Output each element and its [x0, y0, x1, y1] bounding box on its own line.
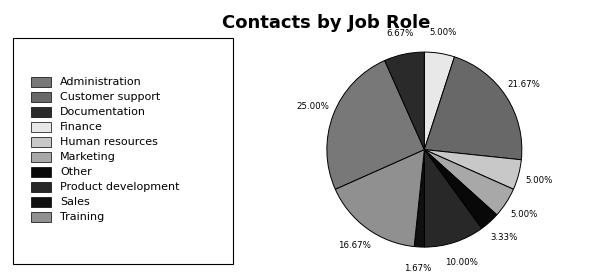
- Wedge shape: [424, 52, 454, 150]
- Text: 5.00%: 5.00%: [526, 176, 553, 185]
- Text: 25.00%: 25.00%: [297, 102, 330, 111]
- Wedge shape: [414, 150, 424, 247]
- Wedge shape: [335, 150, 424, 247]
- Wedge shape: [424, 150, 482, 247]
- Text: 1.67%: 1.67%: [405, 264, 432, 273]
- Wedge shape: [424, 150, 514, 215]
- Wedge shape: [424, 57, 522, 160]
- Text: 21.67%: 21.67%: [507, 80, 541, 89]
- Wedge shape: [424, 150, 522, 189]
- Wedge shape: [424, 150, 497, 229]
- FancyBboxPatch shape: [13, 38, 233, 264]
- Text: Contacts by Job Role: Contacts by Job Role: [222, 14, 430, 32]
- Text: 5.00%: 5.00%: [510, 210, 538, 219]
- Wedge shape: [384, 52, 424, 150]
- Legend: Administration, Customer support, Documentation, Finance, Human resources, Marke: Administration, Customer support, Docume…: [28, 73, 183, 226]
- Text: 3.33%: 3.33%: [490, 234, 518, 242]
- Wedge shape: [327, 60, 424, 189]
- Text: 10.00%: 10.00%: [445, 258, 478, 267]
- Text: 5.00%: 5.00%: [429, 28, 457, 37]
- Text: 6.67%: 6.67%: [386, 29, 413, 38]
- Text: 16.67%: 16.67%: [338, 241, 371, 250]
